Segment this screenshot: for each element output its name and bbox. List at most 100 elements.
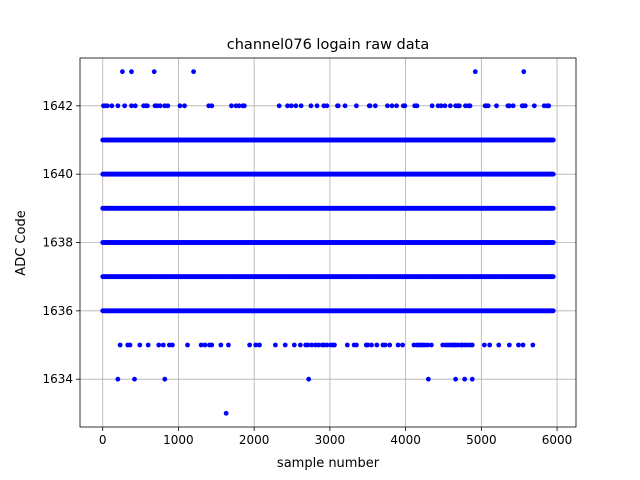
data-point bbox=[309, 342, 315, 348]
data-point bbox=[546, 103, 552, 109]
data-point bbox=[129, 103, 134, 109]
data-point bbox=[293, 103, 299, 109]
data-point bbox=[382, 342, 388, 348]
data-point bbox=[257, 342, 262, 348]
data-point bbox=[151, 69, 157, 75]
data-point bbox=[394, 103, 399, 109]
data-point bbox=[516, 342, 521, 348]
data-point bbox=[389, 103, 395, 109]
data-point bbox=[209, 103, 215, 109]
y-axis-ticks: 1634 1636 1638 1640 1642 bbox=[42, 99, 80, 386]
data-points bbox=[100, 69, 556, 416]
data-point bbox=[316, 342, 321, 348]
data-point bbox=[367, 103, 373, 109]
data-point bbox=[120, 69, 125, 75]
data-point bbox=[298, 103, 304, 109]
data-point bbox=[137, 342, 143, 348]
data-point bbox=[365, 342, 371, 348]
y-tick-label: 1642 bbox=[42, 99, 73, 113]
data-point bbox=[472, 69, 478, 75]
data-point bbox=[182, 103, 187, 109]
data-point bbox=[402, 103, 408, 109]
data-point bbox=[297, 342, 303, 348]
data-point bbox=[162, 376, 168, 382]
data-point bbox=[485, 103, 491, 109]
x-tick-label: 1000 bbox=[163, 433, 194, 447]
data-point bbox=[520, 342, 526, 348]
data-point bbox=[494, 103, 499, 109]
data-point bbox=[342, 103, 348, 109]
data-point bbox=[324, 103, 330, 109]
data-point bbox=[288, 103, 294, 109]
data-point bbox=[447, 103, 453, 109]
data-point bbox=[247, 342, 253, 348]
data-point bbox=[395, 342, 401, 348]
y-tick-label: 1636 bbox=[42, 304, 73, 318]
data-point bbox=[550, 274, 556, 280]
data-point bbox=[115, 103, 121, 109]
data-point bbox=[272, 342, 278, 348]
data-point bbox=[506, 103, 512, 109]
data-point bbox=[550, 137, 556, 143]
x-tick-label: 3000 bbox=[315, 433, 346, 447]
data-point bbox=[442, 103, 448, 109]
data-point bbox=[145, 342, 151, 348]
x-tick-label: 6000 bbox=[542, 433, 573, 447]
data-point bbox=[400, 342, 405, 348]
data-point bbox=[122, 103, 128, 109]
data-point bbox=[487, 342, 493, 348]
data-point bbox=[428, 342, 434, 348]
data-point bbox=[522, 103, 528, 109]
data-point bbox=[506, 342, 512, 348]
chart-title: channel076 logain raw data bbox=[227, 37, 429, 53]
data-point bbox=[354, 342, 359, 348]
data-point bbox=[127, 342, 133, 348]
data-point bbox=[165, 103, 171, 109]
data-point bbox=[385, 103, 390, 109]
y-axis-label: ADC Code bbox=[14, 210, 29, 275]
data-point bbox=[157, 103, 163, 109]
data-point bbox=[467, 103, 473, 109]
data-point bbox=[496, 342, 502, 348]
data-point bbox=[191, 69, 196, 75]
data-point bbox=[202, 342, 208, 348]
data-point bbox=[282, 342, 288, 348]
data-point bbox=[132, 103, 138, 109]
data-point bbox=[387, 342, 393, 348]
data-point bbox=[132, 376, 137, 382]
data-point bbox=[145, 103, 150, 109]
data-point bbox=[469, 376, 475, 382]
data-point bbox=[226, 342, 231, 348]
data-point bbox=[469, 342, 475, 348]
data-point bbox=[324, 342, 330, 348]
x-tick-label: 5000 bbox=[466, 433, 497, 447]
y-tick-label: 1640 bbox=[42, 167, 73, 181]
data-point bbox=[550, 308, 556, 314]
data-point bbox=[285, 103, 290, 109]
data-point bbox=[531, 103, 537, 109]
data-point bbox=[354, 103, 359, 109]
data-point bbox=[481, 342, 487, 348]
data-point bbox=[550, 171, 556, 177]
data-point bbox=[104, 103, 110, 109]
data-point bbox=[425, 376, 431, 382]
data-point bbox=[109, 103, 115, 109]
data-point bbox=[177, 103, 183, 109]
data-point bbox=[156, 342, 162, 348]
data-point bbox=[305, 342, 311, 348]
data-point bbox=[438, 103, 444, 109]
data-point bbox=[185, 342, 190, 348]
data-point bbox=[429, 103, 435, 109]
data-point bbox=[129, 69, 134, 75]
data-point bbox=[550, 205, 556, 211]
data-point bbox=[308, 103, 314, 109]
data-point bbox=[550, 240, 556, 245]
data-point bbox=[198, 342, 204, 348]
data-point bbox=[414, 103, 420, 109]
data-point bbox=[291, 342, 297, 348]
data-point bbox=[372, 103, 378, 109]
data-point bbox=[218, 342, 224, 348]
data-point bbox=[344, 342, 350, 348]
